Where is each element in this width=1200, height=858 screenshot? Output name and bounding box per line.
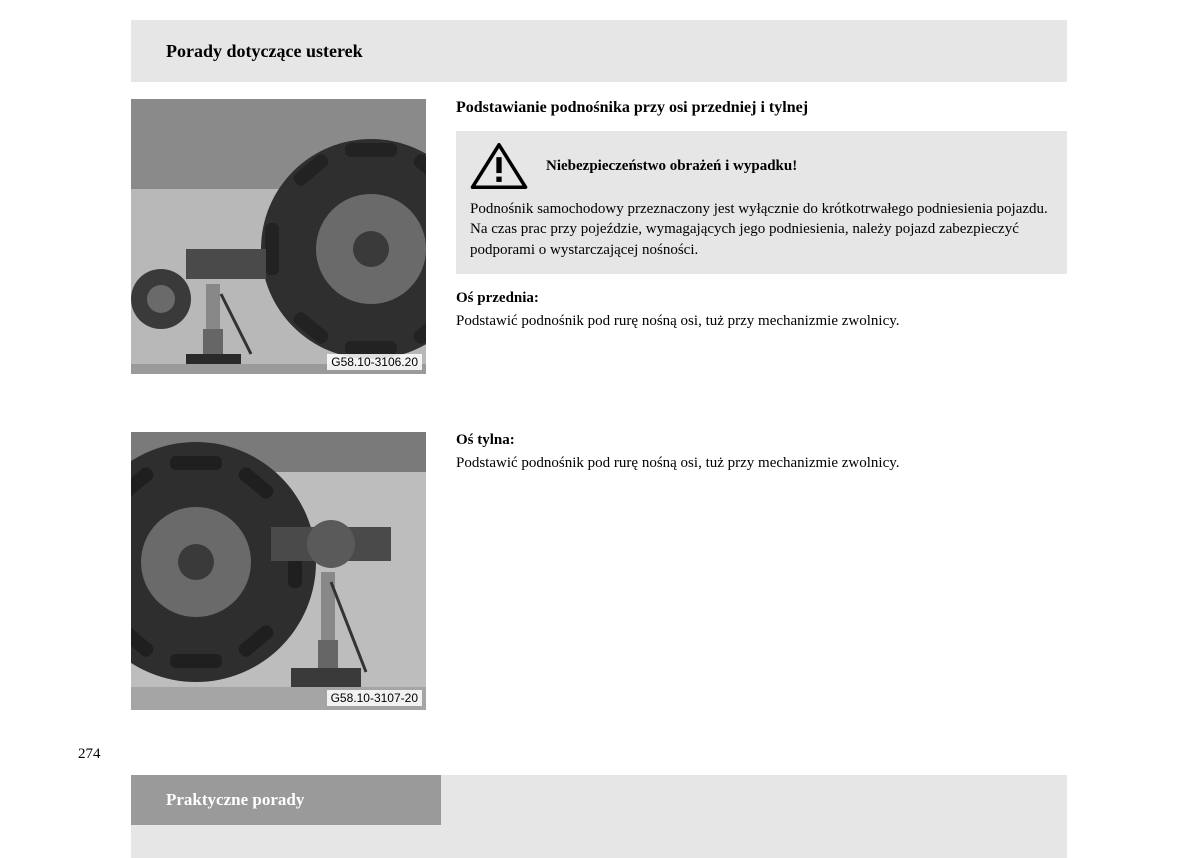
text-col-1: Podstawianie podnośnika przy osi przedni… bbox=[426, 99, 1067, 374]
front-axle-label: Oś przednia: bbox=[456, 290, 1067, 307]
warning-box: Niebezpieczeństwo obrażeń i wypadku! Pod… bbox=[456, 131, 1067, 274]
header-bar: Porady dotyczące usterek bbox=[131, 20, 1067, 82]
warning-body: Podnośnik samochodowy przeznaczony jest … bbox=[470, 199, 1053, 260]
figure-col-2: G58.10-3107-20 bbox=[131, 432, 426, 710]
figure-front-axle: G58.10-3106.20 bbox=[131, 99, 426, 374]
warning-triangle-icon bbox=[470, 143, 528, 189]
figure-caption-2: G58.10-3107-20 bbox=[327, 690, 422, 706]
footer-tab-text: Praktyczne porady bbox=[166, 790, 304, 810]
figure-rear-axle: G58.10-3107-20 bbox=[131, 432, 426, 710]
footer-bar: Praktyczne porady bbox=[131, 775, 1067, 858]
header-title: Porady dotyczące usterek bbox=[166, 41, 363, 62]
front-axle-text: Podstawić podnośnik pod rurę nośną osi, … bbox=[456, 311, 1067, 331]
section-rear-axle: G58.10-3107-20 Oś tylna: Podstawić podno… bbox=[131, 432, 1067, 710]
rear-axle-text: Podstawić podnośnik pod rurę nośną osi, … bbox=[456, 453, 1067, 473]
figure-caption-1: G58.10-3106.20 bbox=[327, 354, 422, 370]
page: Porady dotyczące usterek bbox=[0, 0, 1200, 858]
text-col-2: Oś tylna: Podstawić podnośnik pod rurę n… bbox=[426, 432, 1067, 710]
footer-tab: Praktyczne porady bbox=[131, 775, 441, 825]
page-number: 274 bbox=[78, 746, 101, 763]
figure-front-axle-svg bbox=[131, 99, 426, 374]
section-front-axle: G58.10-3106.20 Podstawianie podnośnika p… bbox=[131, 99, 1067, 374]
rear-axle-label: Oś tylna: bbox=[456, 432, 1067, 449]
warning-head: Niebezpieczeństwo obrażeń i wypadku! bbox=[470, 143, 1053, 189]
figure-rear-axle-svg bbox=[131, 432, 426, 710]
section1-heading: Podstawianie podnośnika przy osi przedni… bbox=[456, 99, 1067, 117]
warning-title: Niebezpieczeństwo obrażeń i wypadku! bbox=[546, 158, 797, 175]
figure-col-1: G58.10-3106.20 bbox=[131, 99, 426, 374]
